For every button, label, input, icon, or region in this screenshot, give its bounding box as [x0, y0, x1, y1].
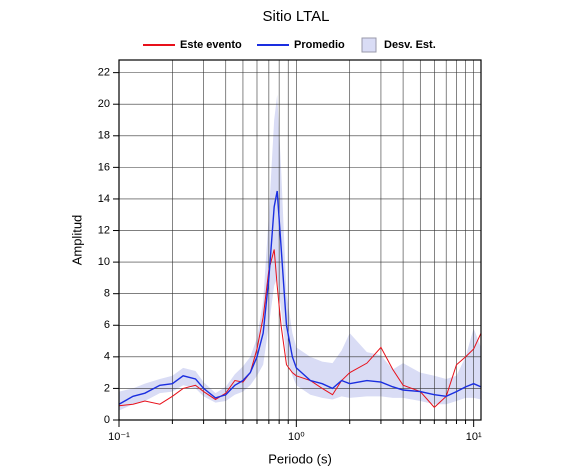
legend-label: Desv. Est. [384, 39, 436, 51]
y-tick-label: 12 [98, 224, 110, 236]
y-axis-label: Amplitud [69, 215, 84, 266]
x-axis-label: Periodo (s) [268, 451, 332, 466]
std-band [119, 94, 481, 411]
y-tick-label: 10 [98, 256, 110, 268]
plot-frame [118, 59, 482, 421]
x-tick-label: 10⁰ [288, 431, 305, 443]
y-tick-label: 14 [98, 193, 110, 205]
legend-label: Promedio [294, 39, 345, 51]
legend-swatch [361, 37, 377, 53]
y-tick-label: 22 [98, 67, 110, 79]
y-tick-label: 0 [104, 414, 110, 426]
y-tick-label: 18 [98, 130, 110, 142]
legend-label: Este evento [180, 39, 242, 51]
x-tick-label: 10¹ [466, 431, 482, 443]
chart-title: Sitio LTAL [263, 8, 330, 25]
y-tick-label: 16 [98, 161, 110, 173]
series-line [118, 190, 482, 405]
y-tick-label: 2 [104, 382, 110, 394]
y-tick-label: 4 [104, 351, 110, 363]
y-tick-label: 6 [104, 319, 110, 331]
y-tick-label: 20 [98, 98, 110, 110]
x-tick-label: 10⁻¹ [108, 431, 130, 443]
y-tick-label: 8 [104, 288, 110, 300]
series-line [118, 249, 482, 409]
